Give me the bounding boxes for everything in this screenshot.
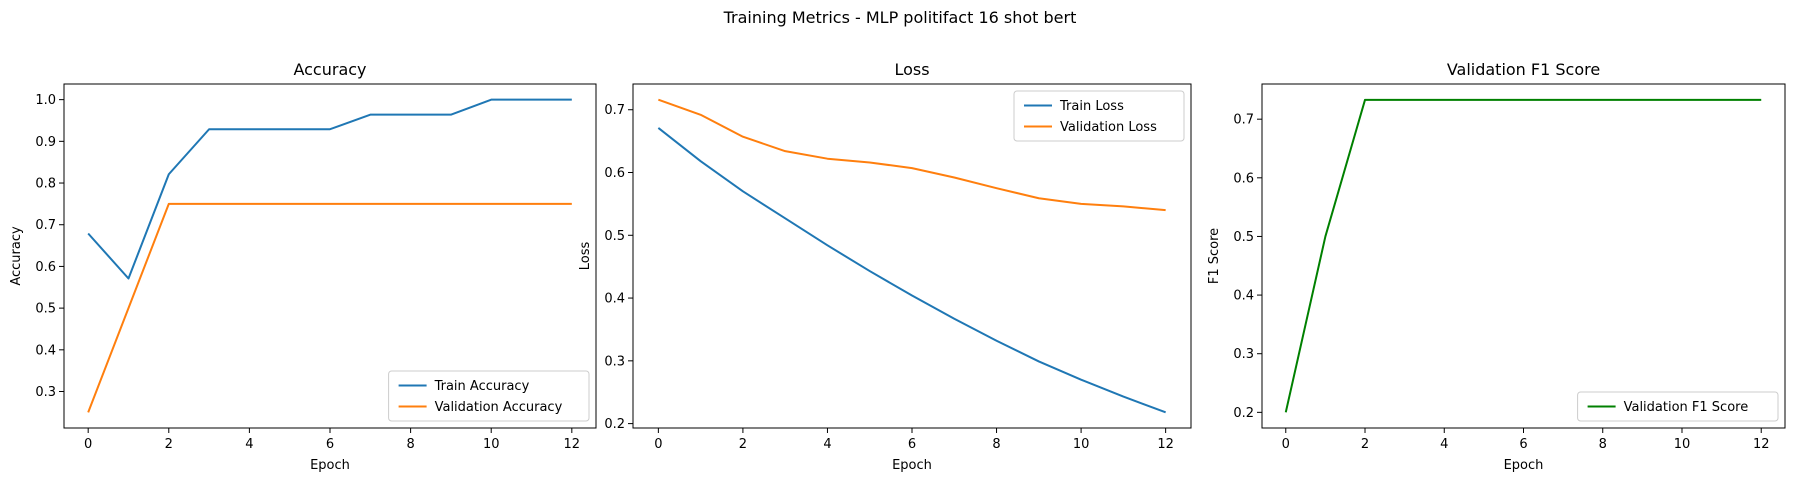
legend-label: Validation Accuracy — [435, 400, 563, 415]
x-tick-label: 0 — [654, 437, 662, 452]
x-tick-label: 2 — [739, 437, 747, 452]
x-tick-label: 8 — [1599, 437, 1607, 452]
x-tick-label: 8 — [992, 437, 1000, 452]
y-tick-label: 0.5 — [1233, 230, 1254, 245]
y-tick-label: 0.3 — [35, 385, 56, 400]
x-tick-label: 10 — [483, 437, 500, 452]
chart-title: Loss — [894, 60, 929, 79]
legend-label: Train Loss — [1059, 99, 1124, 114]
y-axis-label: Accuracy — [9, 226, 24, 286]
x-tick-label: 0 — [1282, 437, 1290, 452]
y-tick-label: 0.7 — [1233, 113, 1254, 128]
x-tick-label: 6 — [326, 437, 334, 452]
y-tick-label: 0.4 — [604, 292, 625, 307]
series-line — [657, 127, 1166, 414]
y-axis-label: Loss — [578, 242, 593, 271]
x-tick-label: 10 — [1073, 437, 1090, 452]
x-axis-label: Epoch — [892, 458, 932, 473]
chart-f1: Validation F1 Score 0 2 4 6 8 10 12 0.2 0.3 0.4 0.5… — [1207, 60, 1786, 473]
chart-accuracy: Accuracy 0 2 4 6 8 10 12 0.3 0.4 0.5 0.6 0.7 0.8 0.9 1.… — [9, 60, 597, 473]
x-tick-label: 12 — [1753, 437, 1770, 452]
x-tick-label: 4 — [823, 437, 831, 452]
y-tick-label: 0.5 — [604, 229, 625, 244]
y-tick-label: 0.7 — [604, 103, 625, 118]
x-tick-label: 8 — [406, 437, 414, 452]
legend: Validation F1 Score — [1577, 391, 1779, 422]
y-tick-label: 0.7 — [35, 218, 56, 233]
legend: Train Loss Validation Loss — [1013, 90, 1185, 142]
y-tick-label: 0.2 — [604, 417, 625, 432]
legend-label: Train Accuracy — [434, 379, 530, 394]
x-tick-label: 10 — [1674, 437, 1691, 452]
series-line — [87, 98, 572, 280]
legend-label: Validation Loss — [1060, 120, 1157, 135]
y-tick-label: 0.3 — [1233, 347, 1254, 362]
y-tick-label: 0.9 — [35, 135, 56, 150]
y-tick-label: 1.0 — [35, 93, 56, 108]
x-tick-label: 4 — [1440, 437, 1448, 452]
series-line — [1284, 98, 1762, 413]
chart-loss: Loss 0 2 4 6 8 10 12 0.2 0.3 0.4 0.5 0.6 0.7 Epoch Loss… — [578, 60, 1192, 473]
x-tick-label: 12 — [1157, 437, 1174, 452]
legend-box — [1577, 391, 1779, 422]
x-tick-label: 12 — [564, 437, 581, 452]
legend: Train Accuracy Validation Accuracy — [388, 370, 590, 422]
plot-frame — [1261, 83, 1786, 429]
y-tick-label: 0.4 — [35, 343, 56, 358]
y-tick-label: 0.3 — [604, 354, 625, 369]
y-tick-label: 0.6 — [35, 260, 56, 275]
chart-title: Validation F1 Score — [1447, 60, 1600, 79]
figure-title: Training Metrics - MLP politifact 16 sho… — [723, 8, 1077, 27]
x-tick-label: 2 — [1361, 437, 1369, 452]
x-axis-label: Epoch — [1504, 458, 1544, 473]
x-axis-label: Epoch — [310, 458, 350, 473]
x-tick-label: 6 — [908, 437, 916, 452]
y-tick-label: 0.8 — [35, 177, 56, 192]
x-tick-label: 6 — [1519, 437, 1527, 452]
chart-title: Accuracy — [293, 60, 366, 79]
legend-box — [388, 370, 590, 422]
y-tick-label: 0.5 — [35, 302, 56, 317]
legend-label: Validation F1 Score — [1624, 400, 1749, 415]
y-tick-label: 0.4 — [1233, 289, 1254, 304]
x-tick-label: 4 — [245, 437, 253, 452]
y-tick-label: 0.6 — [604, 166, 625, 181]
y-tick-label: 0.6 — [1233, 171, 1254, 186]
x-tick-label: 0 — [84, 437, 92, 452]
y-tick-label: 0.2 — [1233, 406, 1254, 421]
legend-box — [1013, 90, 1185, 142]
y-axis-label: F1 Score — [1207, 228, 1222, 284]
x-tick-label: 2 — [165, 437, 173, 452]
